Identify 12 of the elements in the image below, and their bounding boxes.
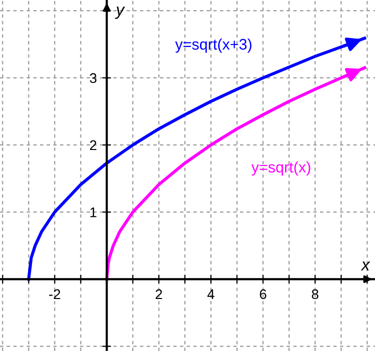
y-tick-label: 2 [90,140,96,150]
x-axis-title: x [360,262,370,270]
y-tick-label: 1 [90,208,96,218]
text: y=sqrt(x) [251,161,310,176]
series-label: y=sqrt(x+3) [175,38,252,53]
y-tick-label: 3 [90,73,96,84]
x-tick-label: 2 [156,289,162,299]
x-tick-label: 6 [260,289,266,300]
x-tick-label: -2 [49,289,60,299]
x-tick-label: 4 [207,289,214,299]
x-tick-label: 8 [312,289,318,300]
y-axis-title: y [114,6,126,19]
